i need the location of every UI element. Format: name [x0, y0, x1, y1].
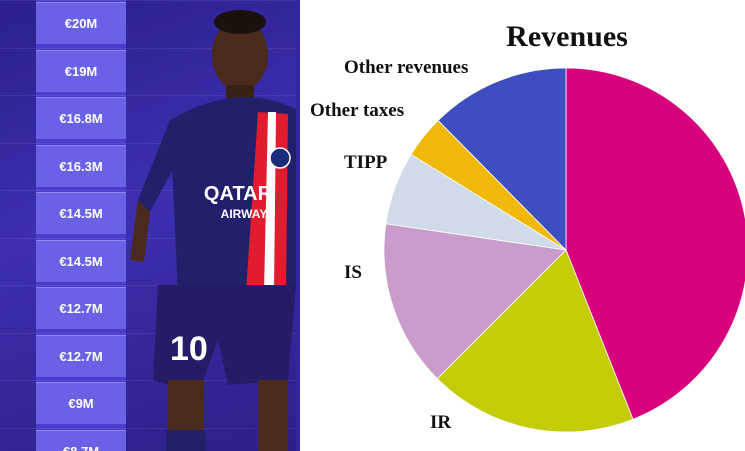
ranking-value: €19M	[36, 49, 126, 92]
slice-label: IR	[430, 412, 451, 433]
slice-label: Other taxes	[310, 100, 404, 121]
row-divider	[0, 0, 300, 1]
pie-slice-ir	[436, 249, 634, 433]
slice-label: Other revenues	[344, 57, 468, 78]
revenues-chart: Revenues IR IS TIPP Other taxes Other revenu…	[300, 0, 745, 451]
ranking-value: €16.3M	[36, 144, 126, 187]
player-illustration: QATAR AIRWAYS 10	[130, 10, 298, 451]
slice-label: TIPP	[344, 152, 388, 173]
shirt-number: 10	[170, 330, 208, 368]
player-right-leg	[258, 380, 288, 451]
ranking-value: €14.5M	[36, 192, 126, 234]
row-divider	[0, 285, 300, 286]
ranking-value: €8.7M	[36, 429, 126, 451]
player-left-forearm	[130, 200, 150, 262]
sponsor-line1: QATAR	[204, 183, 273, 205]
player-left-sock	[166, 430, 206, 451]
row-divider	[0, 332, 300, 334]
slice-label: IS	[344, 262, 362, 283]
player-shorts	[153, 285, 296, 395]
row-divider	[0, 47, 300, 49]
ranking-value: €12.7M	[36, 287, 126, 329]
ranking-value: €20M	[36, 2, 126, 44]
pie-slice-other-revenues	[437, 67, 567, 251]
club-crest-icon	[269, 147, 291, 169]
pie-slices	[383, 67, 745, 433]
pie-slice-is	[383, 223, 567, 380]
row-divider	[0, 427, 300, 429]
player-hair	[214, 10, 266, 34]
panel-edge	[296, 0, 300, 451]
ranking-value: €16.8M	[36, 97, 126, 139]
ranking-value: €14.5M	[36, 239, 126, 282]
sponsor-line2: AIRWAYS	[221, 207, 276, 221]
slice-labels: IR IS TIPP Other taxes Other revenues	[310, 57, 468, 433]
row-divider	[0, 95, 300, 96]
row-divider	[0, 380, 300, 381]
pie-chart: Revenues IR IS TIPP Other taxes Other revenu…	[310, 20, 745, 433]
row-divider	[0, 142, 300, 144]
ranking-value: €12.7M	[36, 334, 126, 377]
salary-ranking-panel: €20M €19M €16.8M €16.3M €14.5M €14.5M €12.7M €1…	[0, 0, 300, 451]
chart-title: Revenues	[506, 20, 628, 53]
player-left-arm	[138, 120, 184, 215]
ranking-value: €9M	[36, 382, 126, 424]
row-divider	[0, 237, 300, 239]
player-head	[212, 19, 268, 91]
